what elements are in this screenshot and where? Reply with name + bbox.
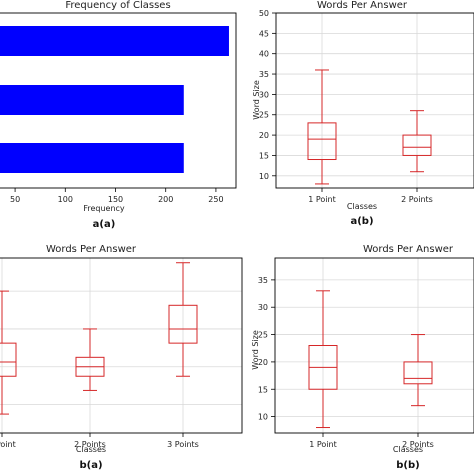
chart-title: Words Per Answer	[317, 0, 408, 11]
y-tick-label: 25	[259, 111, 269, 120]
y-tick-label: 15	[259, 151, 269, 160]
panel-caption: b(a)	[79, 460, 102, 471]
box	[0, 342, 17, 377]
x-tick-label: 100	[58, 195, 73, 204]
y-tick-label: 20	[258, 358, 268, 367]
panel-caption: a(b)	[350, 216, 373, 227]
plot-frame	[0, 12, 237, 189]
x-tick-label: 150	[108, 195, 123, 204]
x-axis-label: Classes	[393, 445, 423, 454]
x-tick-label: 50	[10, 195, 20, 204]
y-axis-label: Word Size	[251, 330, 260, 370]
plot-frame	[274, 257, 474, 434]
x-axis-label: Frequency	[83, 204, 125, 213]
chart-title: Frequency of Classes	[65, 0, 170, 11]
y-tick-label: 10	[258, 413, 268, 422]
y-tick-label: 45	[259, 29, 269, 38]
x-tick-label: 1 Point	[309, 440, 337, 449]
x-axis-label: Classes	[76, 445, 106, 454]
x-tick-label: 2 Points	[74, 440, 106, 449]
bar	[0, 26, 229, 56]
box	[403, 361, 433, 385]
x-tick-label: 200	[158, 195, 173, 204]
x-tick-label: 2 Points	[401, 195, 433, 204]
y-tick-label: 40	[259, 50, 269, 59]
chart-title: Words Per Answer	[46, 244, 137, 255]
panel-caption: a(a)	[93, 219, 116, 230]
y-tick-label: 15	[258, 385, 268, 394]
box	[307, 122, 337, 161]
y-tick-label: 35	[258, 276, 268, 285]
x-tick-label: 2 Points	[402, 440, 434, 449]
bar	[0, 85, 184, 115]
x-tick-label: 250	[208, 195, 223, 204]
x-tick-label: 3 Points	[167, 440, 199, 449]
panel-2: 1 Point 2 Points 3 Points Words Per Answer C…	[0, 244, 243, 471]
panel-caption: b(b)	[396, 460, 419, 471]
y-tick-label: 10	[259, 172, 269, 181]
y-tick-label: 20	[259, 131, 269, 140]
y-tick-label: 25	[258, 331, 268, 340]
y-tick-label: 35	[259, 70, 269, 79]
panel-0: 50 100 150 200 250 Frequency of Classes Freque…	[0, 0, 237, 230]
plot-frame	[0, 257, 243, 434]
y-axis-label: Word Size	[252, 80, 261, 120]
chart-title: Words Per Answer	[363, 244, 454, 255]
x-axis-label: Classes	[347, 202, 377, 211]
y-tick-label: 30	[259, 90, 269, 99]
y-tick-label: 50	[259, 9, 269, 18]
plot-frame	[275, 12, 474, 189]
x-tick-label: 1 Point	[308, 195, 336, 204]
x-tick-label: 1 Point	[0, 440, 16, 449]
bar	[0, 143, 184, 173]
y-tick-label: 30	[258, 303, 268, 312]
box	[168, 304, 198, 344]
box	[402, 134, 432, 156]
panel-3: 10 15 20 25 30 35 1 Point 2 Points Words Per Ans…	[251, 244, 474, 471]
panel-1: 10 15 20 25 30 35 40 45 50 1 Point 2 Points Words P…	[252, 0, 474, 227]
